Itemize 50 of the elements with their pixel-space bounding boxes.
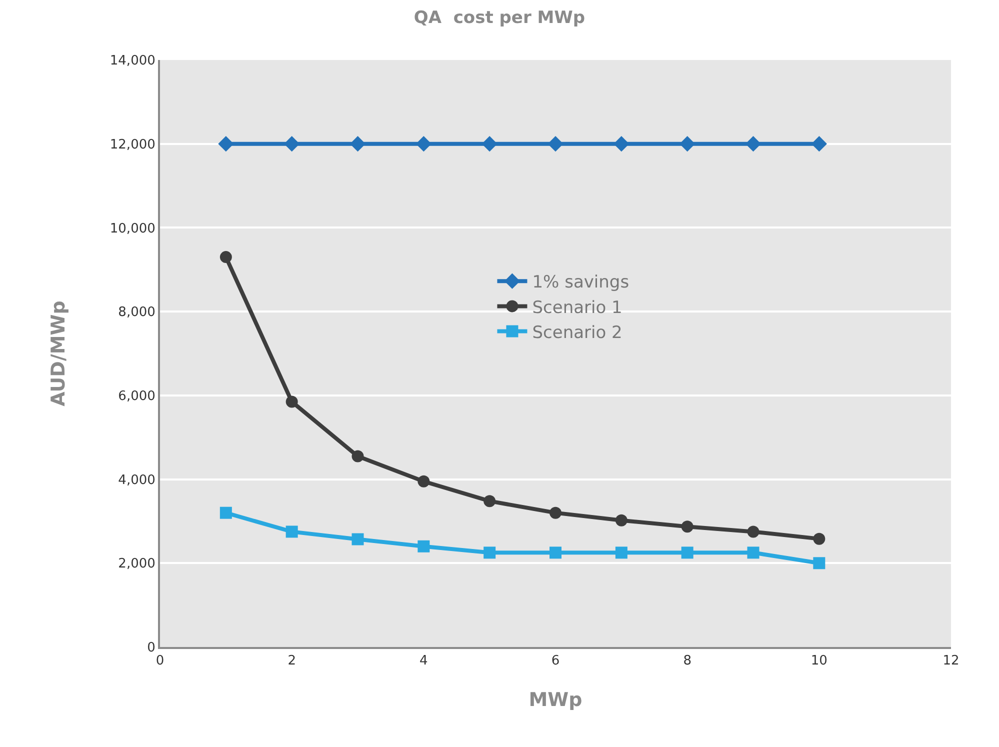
x-tick-label: 6 bbox=[551, 654, 560, 669]
x-tick-label: 8 bbox=[683, 654, 692, 669]
y-tick-label: 6,000 bbox=[118, 388, 156, 404]
point bbox=[615, 514, 628, 526]
point bbox=[681, 546, 694, 559]
x-tick-label: 12 bbox=[942, 654, 960, 669]
point bbox=[286, 396, 298, 408]
x-axis-title: MWp bbox=[528, 688, 582, 711]
legend-label: 1% savings bbox=[532, 272, 630, 293]
point bbox=[550, 506, 562, 519]
point bbox=[482, 136, 498, 152]
point bbox=[352, 450, 364, 462]
point bbox=[352, 533, 364, 546]
legend-label: Scenario 1 bbox=[532, 298, 622, 318]
point bbox=[550, 546, 562, 559]
y-tick-label: 12,000 bbox=[110, 137, 156, 152]
point bbox=[418, 475, 430, 488]
point bbox=[220, 251, 232, 264]
point bbox=[813, 557, 826, 570]
chart-title: QA cost per MWp bbox=[414, 8, 586, 28]
point bbox=[745, 136, 762, 152]
x-tick-label: 2 bbox=[288, 654, 296, 669]
point bbox=[615, 546, 628, 559]
point bbox=[747, 546, 760, 559]
legend-label: Scenario 2 bbox=[532, 322, 622, 343]
point bbox=[220, 506, 232, 519]
point bbox=[484, 546, 496, 559]
point bbox=[218, 136, 234, 152]
x-tick-label: 10 bbox=[810, 654, 828, 669]
point bbox=[681, 520, 694, 533]
point bbox=[813, 532, 826, 545]
y-tick-label: 4,000 bbox=[118, 472, 156, 488]
point bbox=[284, 136, 300, 152]
point bbox=[614, 136, 630, 152]
point bbox=[680, 136, 696, 152]
y-tick-label: 0 bbox=[147, 640, 156, 656]
point bbox=[484, 495, 496, 508]
point bbox=[350, 136, 366, 152]
y-tick-label: 14,000 bbox=[110, 54, 156, 69]
point bbox=[811, 136, 827, 152]
x-tick-label: 4 bbox=[420, 654, 428, 669]
point bbox=[548, 136, 564, 152]
point bbox=[416, 136, 432, 152]
point bbox=[286, 526, 298, 538]
y-tick-label: 2,000 bbox=[118, 556, 156, 572]
y-axis-title: AUD/MWp bbox=[47, 300, 70, 406]
point bbox=[418, 540, 430, 552]
y-tick-label: 10,000 bbox=[110, 221, 156, 236]
y-tick-label: 8,000 bbox=[118, 305, 156, 320]
point bbox=[747, 526, 760, 538]
